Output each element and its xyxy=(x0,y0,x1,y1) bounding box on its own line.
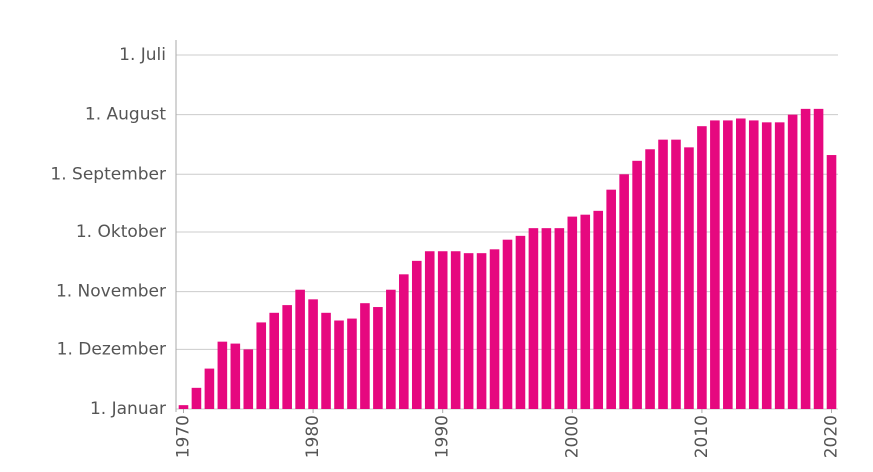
x-tick-label: 2020 xyxy=(822,415,842,458)
bar xyxy=(502,239,513,409)
bar xyxy=(411,260,422,409)
bar xyxy=(399,274,409,409)
bar xyxy=(476,253,487,409)
bar xyxy=(204,368,215,409)
bar xyxy=(178,405,189,409)
bar xyxy=(632,160,642,409)
bar xyxy=(321,312,331,409)
y-tick-label: 1. Oktober xyxy=(76,222,166,242)
bar xyxy=(463,253,474,409)
bar xyxy=(217,341,228,409)
bar xyxy=(450,251,461,409)
bar xyxy=(723,120,733,410)
bar xyxy=(735,118,746,409)
bar xyxy=(528,228,539,409)
bar xyxy=(684,147,694,409)
bar xyxy=(593,210,604,409)
bar xyxy=(748,120,759,410)
bar xyxy=(269,312,280,409)
bar xyxy=(386,289,396,409)
bar xyxy=(800,108,811,409)
x-tick-label: 2000 xyxy=(562,415,582,458)
bar xyxy=(256,322,267,409)
bar xyxy=(567,216,578,409)
bar xyxy=(606,189,616,409)
y-tick-label: 1. August xyxy=(85,105,166,125)
y-tick-label: 1. November xyxy=(56,282,166,302)
bar xyxy=(243,349,254,409)
bar xyxy=(437,251,448,409)
y-tick-label: 1. Januar xyxy=(90,399,166,419)
bar xyxy=(191,387,202,409)
bar xyxy=(710,120,720,410)
bar xyxy=(645,149,655,410)
bar xyxy=(813,108,824,409)
bar xyxy=(671,139,681,410)
bar xyxy=(295,289,305,409)
bar xyxy=(334,320,344,409)
bar xyxy=(489,249,500,409)
bar xyxy=(230,343,241,409)
bar xyxy=(774,122,785,409)
bar xyxy=(787,114,798,410)
y-tick-label: 1. Juli xyxy=(119,45,166,65)
bar xyxy=(580,214,591,409)
bar xyxy=(826,155,837,409)
x-tick-label: 1990 xyxy=(433,415,453,458)
bar xyxy=(308,299,318,409)
bar xyxy=(554,228,565,409)
bar xyxy=(373,307,383,409)
bar xyxy=(697,126,707,409)
x-tick-label: 1980 xyxy=(303,415,323,458)
bar xyxy=(360,303,370,409)
bar xyxy=(541,228,552,409)
bar xyxy=(347,318,357,409)
x-tick-label: 1970 xyxy=(173,415,193,458)
x-tick-label: 2010 xyxy=(692,415,712,458)
bar xyxy=(424,251,435,409)
y-tick-label: 1. Dezember xyxy=(57,339,166,359)
bar xyxy=(619,174,629,409)
bar xyxy=(282,305,292,409)
bar xyxy=(658,139,668,410)
y-tick-label: 1. September xyxy=(50,164,166,184)
bar xyxy=(761,122,772,409)
bar xyxy=(515,235,526,409)
